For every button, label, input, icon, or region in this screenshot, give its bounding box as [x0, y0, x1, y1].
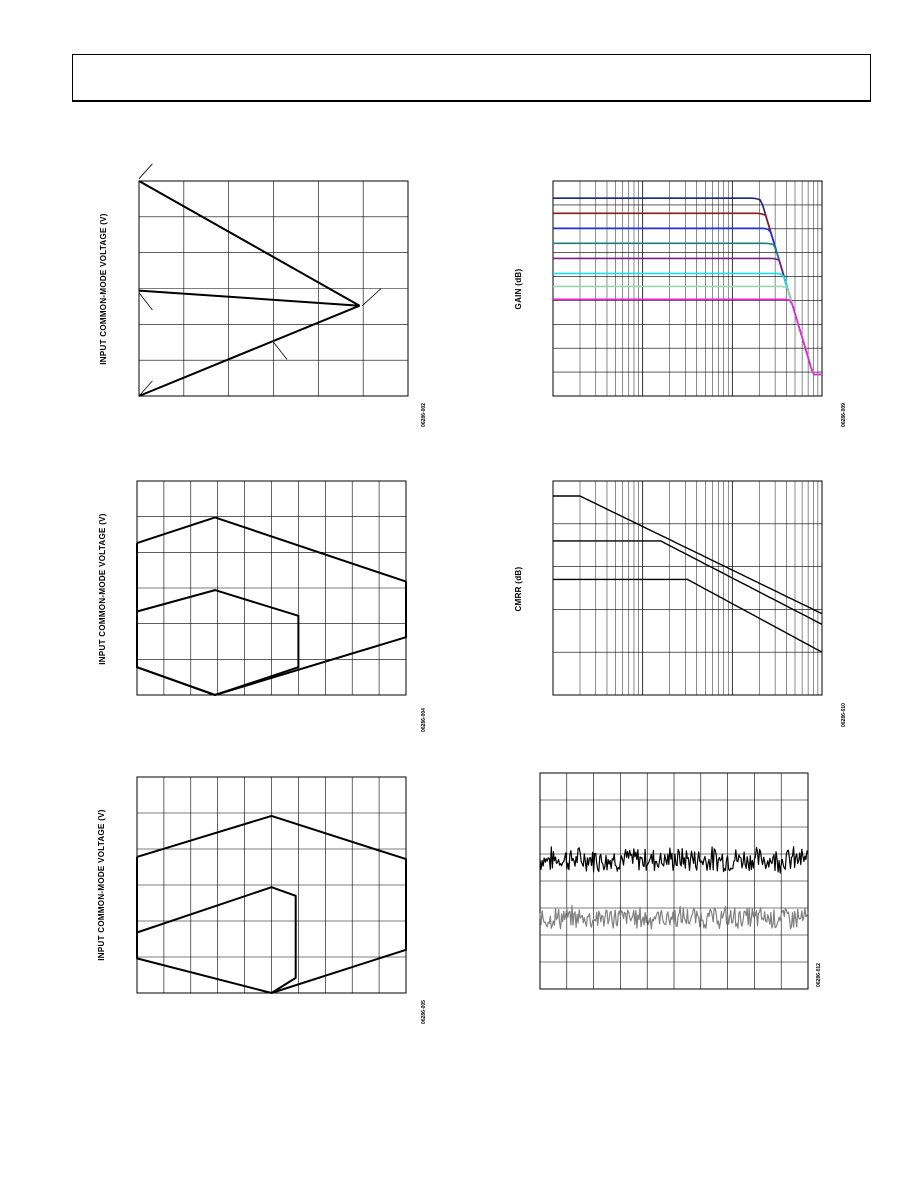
series-line-1	[136, 886, 297, 994]
chart-common-mode-3: INPUT COMMON-MODE VOLTAGE (V) 06286-005	[97, 776, 427, 1024]
series-line-6	[553, 285, 822, 376]
annotation-arrow-3	[362, 288, 382, 306]
series-line-0	[138, 180, 361, 307]
series-trace-0	[539, 846, 809, 874]
chart-gain: GAIN (dB) 06286-009	[514, 180, 847, 427]
y-axis-label-c3: INPUT COMMON-MODE VOLTAGE (V)	[98, 513, 107, 665]
series-line-2	[553, 578, 823, 653]
series-line-7	[553, 298, 822, 376]
y-axis-label-c2: GAIN (dB)	[514, 269, 523, 310]
annotation-arrow-2	[138, 380, 153, 397]
grid-c6	[539, 772, 809, 990]
series-line-1	[553, 540, 823, 626]
series-c3	[136, 516, 407, 696]
figure-id-c2: 06286-009	[841, 403, 847, 427]
series-line-2	[553, 227, 822, 376]
figure-id-c5: 06286-005	[421, 1000, 427, 1024]
y-axis-label-c1: INPUT COMMON-MODE VOLTAGE (V)	[99, 213, 108, 365]
series-c2	[553, 197, 822, 376]
series-line-1	[138, 289, 360, 307]
series-c5	[136, 814, 407, 994]
series-line-0	[553, 495, 823, 615]
annotation-arrow-4	[273, 342, 288, 360]
chart-cmrr: CMRR (dB) 06286-010	[514, 480, 847, 727]
series-line-2	[138, 304, 360, 397]
plot-frame	[552, 480, 823, 696]
figure-id-c3: 06286-004	[421, 708, 427, 732]
figure-id-c4: 06286-010	[841, 703, 847, 727]
chart-common-mode-1: INPUT COMMON-MODE VOLTAGE (V) 06286-002	[99, 163, 427, 427]
series-c4	[553, 495, 823, 653]
series-c6	[539, 846, 809, 930]
series-line-4	[553, 257, 822, 376]
series-line-1	[553, 212, 822, 376]
page-header-box	[72, 54, 871, 102]
grid-c4	[552, 480, 823, 696]
grid-c1	[138, 180, 409, 397]
chart-noise: 06286-012	[539, 772, 822, 990]
grid-c3	[136, 480, 407, 696]
y-axis-label-c5: INPUT COMMON-MODE VOLTAGE (V)	[97, 809, 106, 961]
series-trace-1	[539, 904, 809, 930]
y-axis-label-c4: CMRR (dB)	[514, 567, 523, 612]
annotation-arrow-0	[138, 163, 153, 180]
series-line-1	[136, 589, 300, 696]
figure-id-c6: 06286-012	[816, 963, 822, 987]
series-line-3	[553, 242, 822, 376]
series-c1	[138, 163, 382, 397]
grid-c5	[136, 776, 407, 994]
series-line-0	[136, 814, 407, 994]
series-line-5	[553, 272, 822, 376]
annotation-arrow-1	[138, 292, 153, 311]
grid-c2	[552, 180, 823, 397]
figure-id-c1: 06286-002	[421, 403, 427, 427]
chart-common-mode-2: INPUT COMMON-MODE VOLTAGE (V) 06286-004	[98, 480, 427, 732]
